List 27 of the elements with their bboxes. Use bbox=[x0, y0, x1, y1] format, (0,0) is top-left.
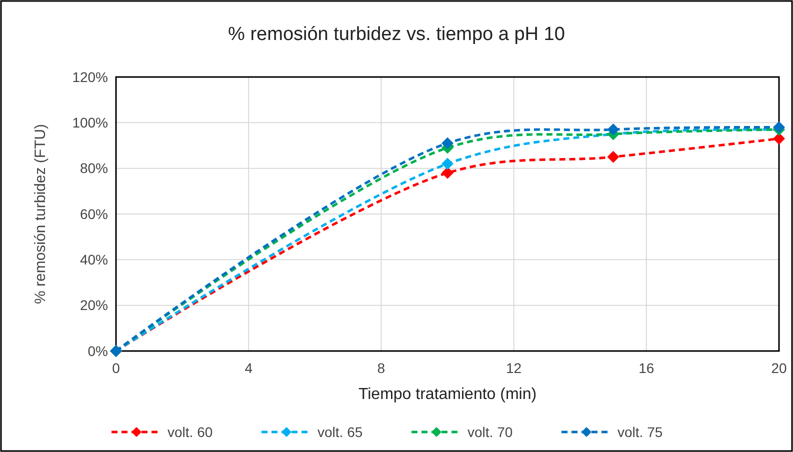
y-tick-label: 80% bbox=[80, 160, 108, 176]
x-tick-label: 12 bbox=[506, 360, 522, 376]
y-tick-label: 60% bbox=[80, 206, 108, 222]
y-tick-label: 0% bbox=[88, 342, 108, 359]
chart-title: % remosión turbidez vs. tiempo a pH 10 bbox=[228, 24, 565, 45]
y-tick-label: 100% bbox=[72, 114, 108, 131]
point bbox=[773, 132, 785, 145]
y-tick-label: 20% bbox=[80, 297, 108, 314]
y-tick-label: 120% bbox=[72, 68, 108, 85]
x-axis-title: Tiempo tratamiento (min) bbox=[358, 386, 537, 403]
x-tick-label: 8 bbox=[377, 360, 386, 376]
x-tick-label: 0 bbox=[112, 360, 120, 376]
point bbox=[442, 137, 454, 150]
legend-label: volt. 70 bbox=[468, 424, 513, 440]
y-tick-label: 40% bbox=[80, 252, 108, 268]
point bbox=[607, 150, 620, 163]
point bbox=[442, 158, 454, 170]
legend-label: volt. 60 bbox=[168, 424, 213, 440]
x-tick-label: 16 bbox=[638, 360, 654, 376]
point bbox=[607, 124, 620, 136]
x-tick-label: 20 bbox=[771, 360, 787, 376]
point bbox=[442, 166, 454, 179]
legend-label: volt. 75 bbox=[618, 424, 663, 440]
point bbox=[773, 121, 785, 134]
legend-label: volt. 65 bbox=[318, 424, 363, 440]
x-tick-label: 4 bbox=[244, 360, 253, 376]
y-axis-title: % remosión turbidez (FTU) bbox=[32, 124, 49, 304]
